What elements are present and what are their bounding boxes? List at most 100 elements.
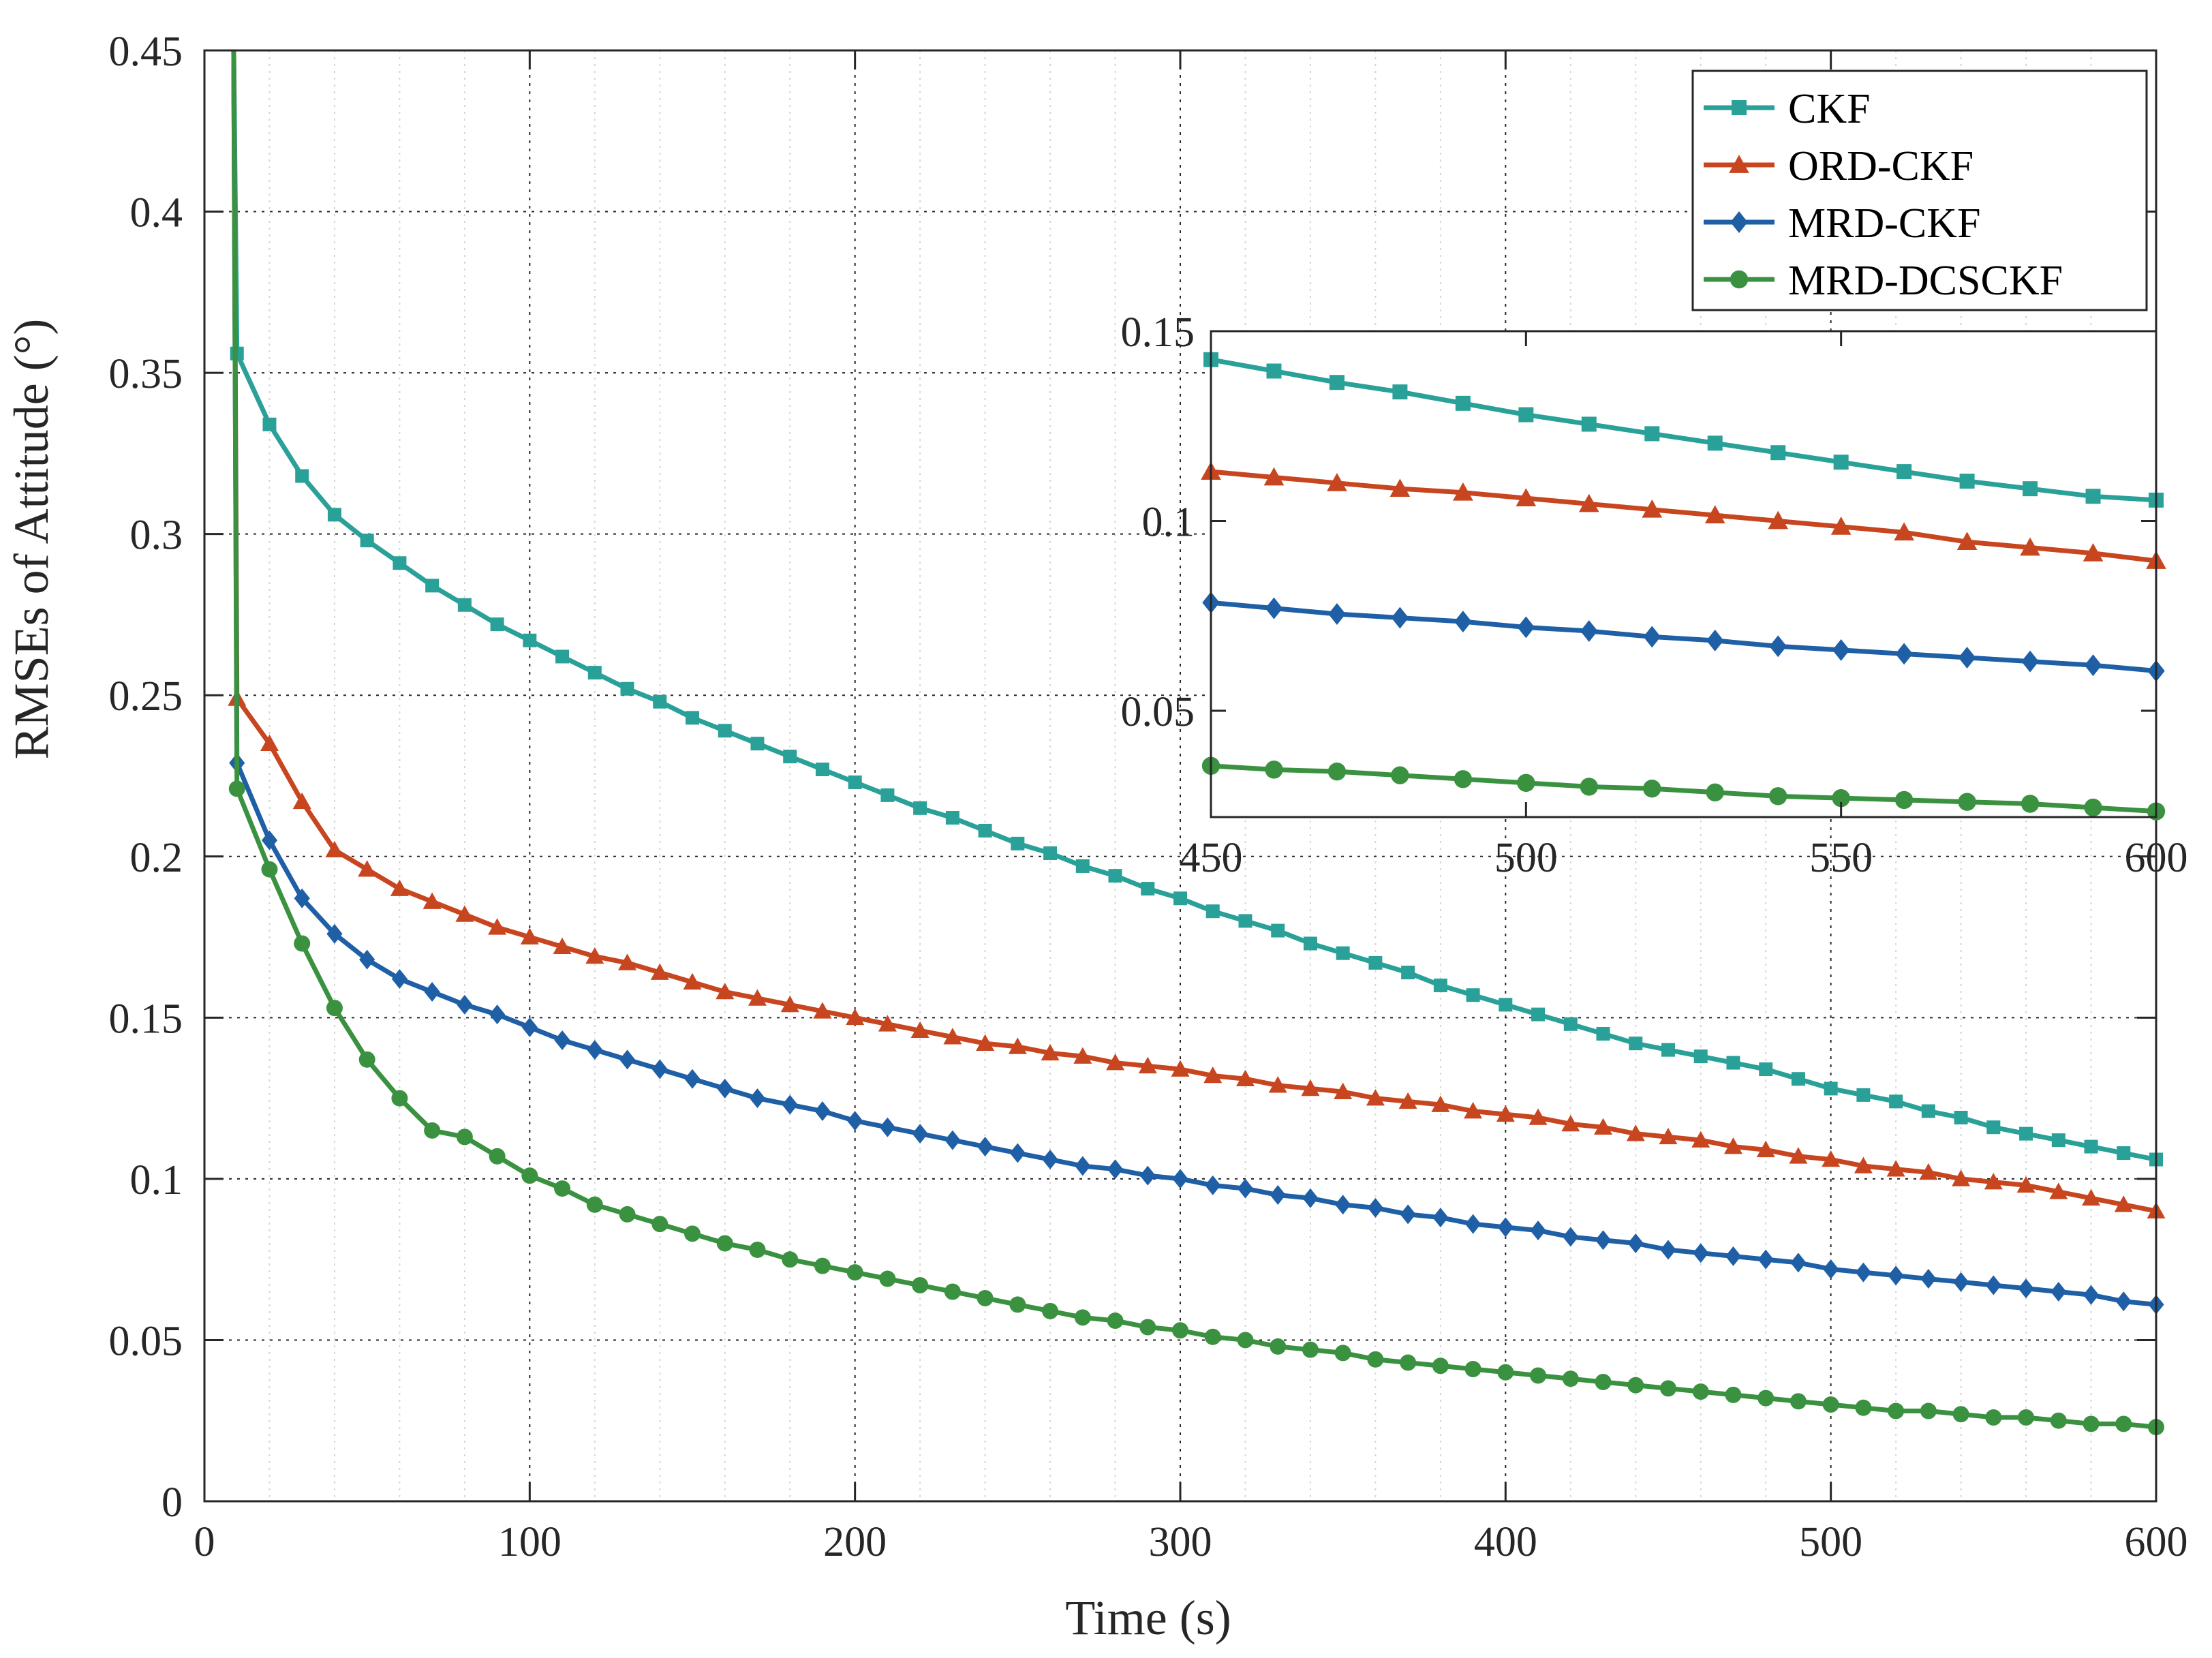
inset-x-tick-label: 550 (1809, 835, 1873, 881)
data-point-mrd-dcsckf (554, 1180, 571, 1197)
data-point-mrd-ckf (814, 1101, 831, 1122)
data-point-ckf (262, 417, 277, 431)
data-point-ckf (295, 469, 309, 483)
inset-data-point-mrd-dcsckf (1454, 770, 1473, 788)
data-point-ckf (457, 598, 472, 612)
data-point-ckf (2117, 1146, 2131, 1161)
data-point-ckf (490, 617, 504, 632)
data-point-mrd-ckf (1465, 1214, 1481, 1234)
data-point-ord-ckf (1919, 1163, 1938, 1180)
data-point-mrd-ckf (521, 1017, 538, 1038)
data-point-ckf (1075, 859, 1090, 873)
data-point-ord-ckf (846, 1008, 865, 1026)
y-tick-label: 0.45 (109, 29, 183, 75)
inset-data-point-mrd-ckf (1454, 611, 1472, 633)
data-point-ckf (620, 681, 634, 696)
data-point-ord-ckf (1691, 1131, 1710, 1148)
data-point-mrd-ckf (1725, 1246, 1742, 1266)
data-point-mrd-dcsckf (586, 1196, 603, 1213)
data-point-ord-ckf (488, 918, 507, 935)
data-point-mrd-dcsckf (1400, 1354, 1417, 1371)
y-axis-title: RMSEs of Attitude (°) (4, 319, 59, 760)
inset-series-line-ckf (1210, 357, 2157, 503)
series-ord-ckf (228, 50, 2166, 1218)
data-point-mrd-dcsckf (912, 1277, 929, 1294)
data-point-mrd-ckf (1595, 1230, 1612, 1250)
inset-data-point-ckf (1833, 455, 1849, 470)
data-point-mrd-ckf (489, 1004, 506, 1025)
inset-plot-frame (1210, 330, 2157, 818)
data-point-ckf (1336, 946, 1350, 960)
data-point-mrd-dcsckf (684, 1225, 701, 1242)
data-point-ckf (783, 750, 797, 764)
inset-data-point-ckf (1455, 395, 1471, 411)
inset-data-point-ckf (1392, 384, 1408, 400)
data-point-mrd-dcsckf (294, 935, 311, 952)
data-point-ckf (1531, 1007, 1546, 1022)
data-point-ckf (1205, 904, 1220, 919)
data-point-ckf (1596, 1026, 1610, 1041)
inset-data-point-ord-ckf (1956, 532, 1978, 551)
data-point-ckf (1889, 1094, 1903, 1109)
inset-tick-marks (1210, 330, 2157, 817)
y-tick-label: 0.1 (130, 1157, 183, 1203)
data-point-ckf (2051, 1133, 2065, 1148)
inset-data-point-ckf (1707, 435, 1723, 451)
data-point-mrd-ckf (1107, 1159, 1124, 1180)
data-point-ckf (360, 534, 374, 548)
y-tick-label: 0.05 (109, 1318, 183, 1364)
x-axis-title: Time (s) (1065, 1591, 1231, 1645)
data-point-ckf (1921, 1104, 1935, 1118)
data-point-mrd-ckf (1335, 1195, 1351, 1215)
data-point-ord-ckf (260, 734, 279, 751)
inset-data-point-ord-ckf (1453, 482, 1473, 501)
legend-label-mrd-ckf: MRD-CKF (1788, 200, 1981, 247)
x-tick-label: 400 (1474, 1519, 1537, 1565)
data-point-ord-ckf (1952, 1169, 1971, 1186)
data-point-mrd-ckf (1920, 1269, 1937, 1289)
data-point-ord-ckf (1138, 1056, 1157, 1074)
inset-data-point-mrd-ckf (1706, 630, 1724, 651)
data-point-mrd-dcsckf (1107, 1312, 1124, 1330)
data-point-mrd-ckf (1237, 1178, 1254, 1199)
data-point-mrd-dcsckf (782, 1251, 799, 1268)
data-point-mrd-ckf (1530, 1221, 1546, 1241)
inset-x-tick-label: 600 (2125, 835, 2188, 881)
data-point-ckf (686, 711, 699, 725)
data-point-mrd-dcsckf (846, 1264, 863, 1281)
data-point-ckf (425, 579, 440, 593)
inset-data-point-ckf (1770, 445, 1786, 461)
data-point-ord-ckf (1886, 1160, 1905, 1177)
data-point-mrd-dcsckf (2050, 1412, 2067, 1429)
legend-entries: CKF ORD-CKF MRD-CKF MRD-DCSCKF (1704, 86, 2063, 304)
data-point-ord-ckf (1171, 1060, 1190, 1077)
data-point-ord-ckf (1431, 1095, 1450, 1112)
data-point-ord-ckf (1366, 1089, 1385, 1106)
legend: CKF ORD-CKF MRD-CKF MRD-DCSCKF (1691, 70, 2148, 311)
data-point-mrd-ckf (2083, 1285, 2100, 1305)
data-point-mrd-ckf (1953, 1272, 1969, 1292)
inset-x-tick-labels: 450 500 550 600 (1180, 835, 2188, 881)
x-tick-label: 300 (1149, 1519, 1212, 1565)
data-point-mrd-dcsckf (1562, 1370, 1579, 1387)
inset-x-tick-label: 450 (1180, 835, 1243, 881)
data-point-ckf (913, 801, 927, 815)
data-point-mrd-dcsckf (2083, 1415, 2100, 1432)
data-point-ckf (1791, 1072, 1805, 1086)
data-point-mrd-ckf (294, 888, 310, 908)
data-point-mrd-ckf (1205, 1175, 1221, 1195)
data-point-ckf (2019, 1126, 2033, 1141)
data-point-ord-ckf (1041, 1043, 1060, 1061)
data-point-mrd-ckf (912, 1124, 928, 1144)
data-point-ckf (1011, 836, 1025, 850)
data-point-mrd-dcsckf (1042, 1302, 1059, 1319)
y-tick-label: 0.25 (109, 673, 183, 720)
data-point-ord-ckf (2114, 1195, 2133, 1212)
inset-data-point-mrd-ckf (1832, 639, 1850, 661)
data-point-mrd-dcsckf (879, 1270, 896, 1287)
data-point-mrd-dcsckf (1855, 1399, 1872, 1416)
data-point-ord-ckf (716, 982, 735, 1000)
data-point-ord-ckf (1789, 1147, 1808, 1164)
legend-label-mrd-dcsckf: MRD-DCSCKF (1788, 258, 2063, 304)
data-point-mrd-dcsckf (1627, 1377, 1644, 1394)
